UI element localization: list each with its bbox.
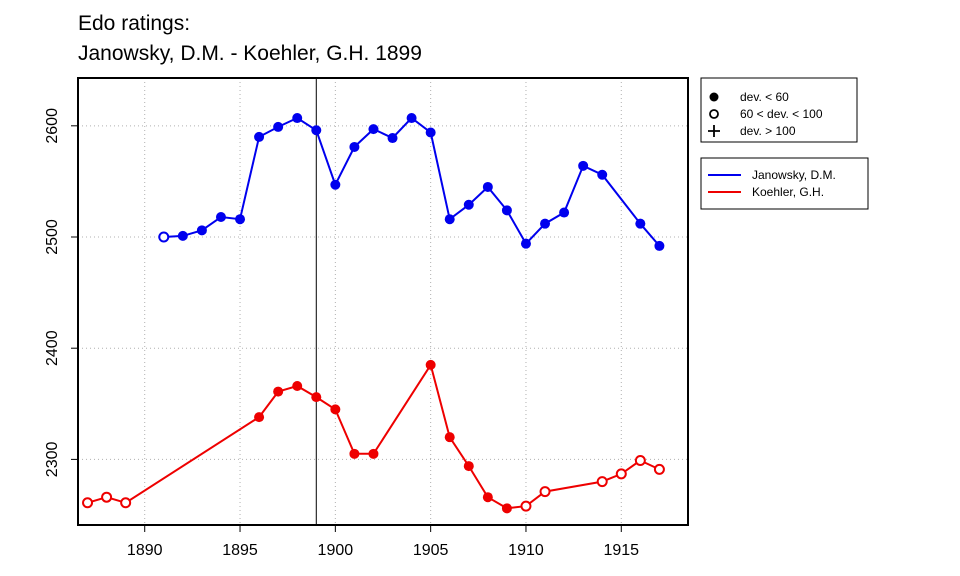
plot-frame (77, 77, 689, 526)
janowsky-data-point (540, 218, 551, 229)
janowsky-data-point (196, 225, 207, 236)
janowsky-series-line (163, 116, 661, 247)
koehler-data-point (482, 492, 493, 503)
legend-filled-circle-icon (709, 92, 719, 102)
janowsky-data-point (311, 125, 322, 136)
janowsky-data-point (177, 230, 188, 241)
janowsky-data-point (273, 121, 284, 132)
janowsky-data-point (349, 141, 360, 152)
koehler-data-point (596, 476, 608, 488)
koehler-data-point (120, 497, 132, 509)
koehler-data-point (82, 497, 94, 509)
x-tick-label: 1895 (222, 542, 258, 559)
koehler-data-point (311, 392, 322, 403)
koehler-data-point (368, 448, 379, 459)
koehler-data-point (254, 412, 265, 423)
koehler-data-point (330, 404, 341, 415)
janowsky-data-point (368, 124, 379, 135)
janowsky-data-point (425, 127, 436, 138)
janowsky-data-point (559, 207, 570, 218)
deviation-legend: dev. < 60 60 < dev. < 100 dev. > 100 (700, 77, 858, 143)
janowsky-data-point (635, 218, 646, 229)
x-tick-label: 1900 (318, 542, 354, 559)
series-legend: Janowsky, D.M. Koehler, G.H. (700, 157, 869, 210)
x-axis: 1890 1895 1900 1905 1910 1915 (127, 525, 639, 559)
janowsky-data-point (597, 169, 608, 180)
x-tick-label: 1915 (603, 542, 639, 559)
janowsky-data-point (520, 238, 531, 249)
janowsky-data-point (444, 214, 455, 225)
janowsky-data-point (215, 211, 226, 222)
janowsky-data-point (387, 133, 398, 144)
koehler-data-point (444, 432, 455, 443)
janowsky-data-point (501, 205, 512, 216)
janowsky-data-point (578, 160, 589, 171)
koehler-data-point (425, 359, 436, 370)
chart-title: Edo ratings: (78, 12, 190, 35)
koehler-data-point (501, 503, 512, 514)
x-tick-label: 1910 (508, 542, 544, 559)
x-tick-label: 1890 (127, 542, 163, 559)
janowsky-data-point (482, 181, 493, 192)
janowsky-data-point (330, 179, 341, 190)
deviation-legend-box (700, 77, 858, 143)
koehler-data-point (292, 381, 303, 392)
legend-plus-icon (708, 125, 720, 137)
legend-janowsky-label: Janowsky, D.M. (752, 168, 836, 182)
chart-subtitle: Janowsky, D.M. - Koehler, G.H. 1899 (78, 42, 422, 65)
janowsky-data-point (463, 199, 474, 210)
janowsky-data-point (292, 113, 303, 124)
koehler-data-point (273, 386, 284, 397)
y-tick-label: 2400 (44, 330, 61, 366)
janowsky-data-point (254, 131, 265, 142)
koehler-data-point (101, 491, 113, 503)
janowsky-data-point (406, 113, 417, 124)
y-tick-label: 2300 (44, 441, 61, 477)
janowsky-data-point (235, 214, 246, 225)
series-legend-box (700, 157, 869, 210)
y-tick-label: 2600 (44, 108, 61, 144)
series-layer (82, 113, 665, 514)
legend-dev-mid-label: 60 < dev. < 100 (740, 107, 823, 121)
koehler-data-point (349, 448, 360, 459)
koehler-data-point (463, 461, 474, 472)
koehler-data-point (520, 500, 532, 512)
koehler-data-point (539, 486, 551, 498)
legend-open-circle-icon (709, 109, 719, 119)
legend-dev-high-label: dev. > 100 (740, 124, 796, 138)
janowsky-data-point (158, 231, 170, 243)
legend-dev-low-label: dev. < 60 (740, 90, 789, 104)
koehler-data-point (615, 468, 627, 480)
y-axis: 2300 2400 2500 2600 (44, 108, 78, 477)
koehler-data-point (634, 455, 646, 467)
x-tick-label: 1905 (413, 542, 449, 559)
koehler-series-line (87, 362, 660, 510)
koehler-data-point (653, 463, 665, 475)
y-tick-label: 2500 (44, 219, 61, 255)
legend-koehler-label: Koehler, G.H. (752, 185, 824, 199)
janowsky-data-point (654, 240, 665, 251)
grid-lines (78, 78, 688, 525)
